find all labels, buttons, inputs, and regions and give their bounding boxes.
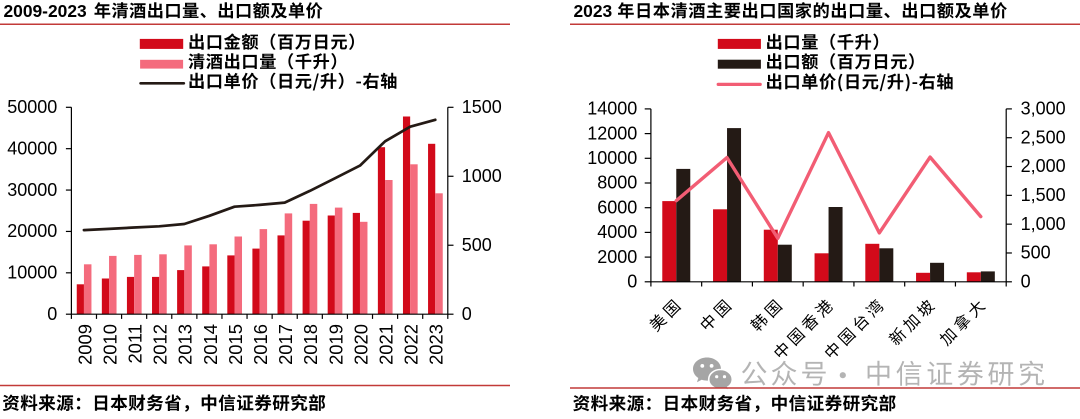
svg-text:3,000: 3,000: [1021, 99, 1066, 119]
svg-text:2015: 2015: [225, 324, 246, 365]
svg-text:0: 0: [462, 304, 472, 324]
svg-text:2016: 2016: [250, 324, 271, 365]
svg-text:2019: 2019: [325, 324, 346, 365]
svg-text:2017: 2017: [275, 324, 296, 365]
svg-text:30000: 30000: [7, 180, 57, 200]
svg-text:10000: 10000: [587, 148, 637, 168]
svg-text:1,500: 1,500: [1021, 185, 1066, 205]
svg-text:4000: 4000: [597, 222, 637, 242]
svg-text:2000: 2000: [597, 247, 637, 267]
svg-text:20000: 20000: [7, 221, 57, 241]
svg-text:2022: 2022: [401, 324, 422, 365]
svg-text:2018: 2018: [300, 324, 321, 365]
svg-text:1500: 1500: [462, 97, 502, 117]
svg-text:0: 0: [627, 272, 637, 292]
svg-text:500: 500: [1021, 243, 1051, 263]
svg-text:6000: 6000: [597, 197, 637, 217]
svg-text:2011: 2011: [125, 324, 146, 364]
svg-text:2009-2023: 2009-2023: [4, 1, 87, 21]
svg-text:2,000: 2,000: [1021, 156, 1066, 176]
svg-text:1,000: 1,000: [1021, 214, 1066, 234]
svg-text:2,500: 2,500: [1021, 127, 1066, 147]
svg-text:8000: 8000: [597, 173, 637, 193]
svg-text:12000: 12000: [587, 123, 637, 143]
svg-text:40000: 40000: [7, 138, 57, 158]
svg-text:2023: 2023: [426, 324, 447, 365]
svg-text:2020: 2020: [350, 324, 371, 365]
svg-text:2010: 2010: [99, 324, 120, 365]
svg-text:14000: 14000: [587, 99, 637, 119]
svg-text:2023: 2023: [574, 1, 613, 21]
svg-text:2013: 2013: [175, 324, 196, 365]
svg-text:1000: 1000: [462, 166, 502, 186]
svg-text:500: 500: [462, 235, 492, 255]
svg-text:50000: 50000: [7, 97, 57, 117]
svg-text:10000: 10000: [7, 263, 57, 283]
svg-text:2021: 2021: [376, 324, 397, 365]
svg-text:2014: 2014: [200, 324, 221, 365]
svg-text:2009: 2009: [74, 324, 95, 365]
svg-text:0: 0: [47, 304, 57, 324]
svg-text:2012: 2012: [150, 324, 171, 365]
svg-text:0: 0: [1021, 272, 1031, 292]
